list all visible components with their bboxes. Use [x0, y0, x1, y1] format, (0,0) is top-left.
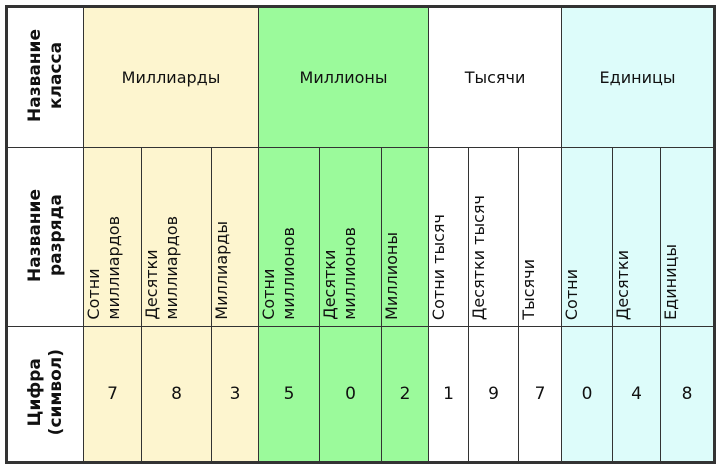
rank-cell: Тысячи — [518, 147, 563, 327]
rank-cell: Десятки — [612, 147, 662, 327]
rank-cell: Десятки миллионов — [319, 147, 383, 327]
rank-label: Десятки миллионов — [320, 227, 360, 320]
digit-cell: 0 — [319, 325, 383, 464]
rank-label: Десятки миллиардов — [142, 216, 181, 320]
digit-cell: 7 — [83, 325, 142, 464]
row-header-class-name: Название класса — [5, 5, 84, 149]
rank-cell: Единицы — [660, 147, 716, 327]
class-millions: Миллионы — [258, 5, 430, 149]
class-thousands: Тысячи — [428, 5, 563, 149]
digit-cell: 2 — [381, 325, 430, 464]
rank-label: Сотни тысяч — [429, 213, 449, 320]
digit-cell: 0 — [561, 325, 614, 464]
digit-cell: 7 — [518, 325, 563, 464]
rank-label: Сотни — [562, 268, 582, 320]
digit-cell: 8 — [141, 325, 212, 464]
class-billions: Миллиарды — [82, 5, 260, 149]
rank-label: Сотни миллиардов — [84, 216, 123, 320]
rank-cell: Десятки тысяч — [468, 147, 520, 327]
digit-cell: 4 — [612, 325, 662, 464]
digit-cell: 5 — [258, 325, 321, 464]
rank-label: Десятки тысяч — [469, 194, 489, 320]
rank-label: Миллионы — [382, 231, 402, 320]
digit-cell: 9 — [468, 325, 520, 464]
rank-cell: Сотни миллиардов — [83, 147, 142, 327]
rank-cell: Сотни тысяч — [428, 147, 470, 327]
rank-label: Тысячи — [519, 259, 539, 320]
rank-cell: Миллионы — [381, 147, 430, 327]
rank-label: Единицы — [661, 243, 681, 320]
rank-cell: Сотни миллионов — [258, 147, 321, 327]
class-units: Единицы — [561, 5, 716, 149]
row-header-digit: Цифра (символ) — [5, 325, 84, 464]
digit-cell: 1 — [428, 325, 470, 464]
row-header-rank-name: Название разряда — [5, 147, 84, 327]
rank-cell: Сотни — [561, 147, 614, 327]
rank-label: Десятки — [613, 249, 633, 320]
rank-label: Миллиарды — [212, 221, 231, 320]
rank-cell: Десятки миллиардов — [141, 147, 212, 327]
rank-label: Сотни миллионов — [259, 227, 299, 320]
rank-cell: Миллиарды — [210, 147, 260, 327]
number-classes-table: Название класса Миллиарды Миллионы Тысяч… — [5, 5, 717, 464]
digit-cell: 3 — [210, 325, 260, 464]
digit-cell: 8 — [660, 325, 716, 464]
